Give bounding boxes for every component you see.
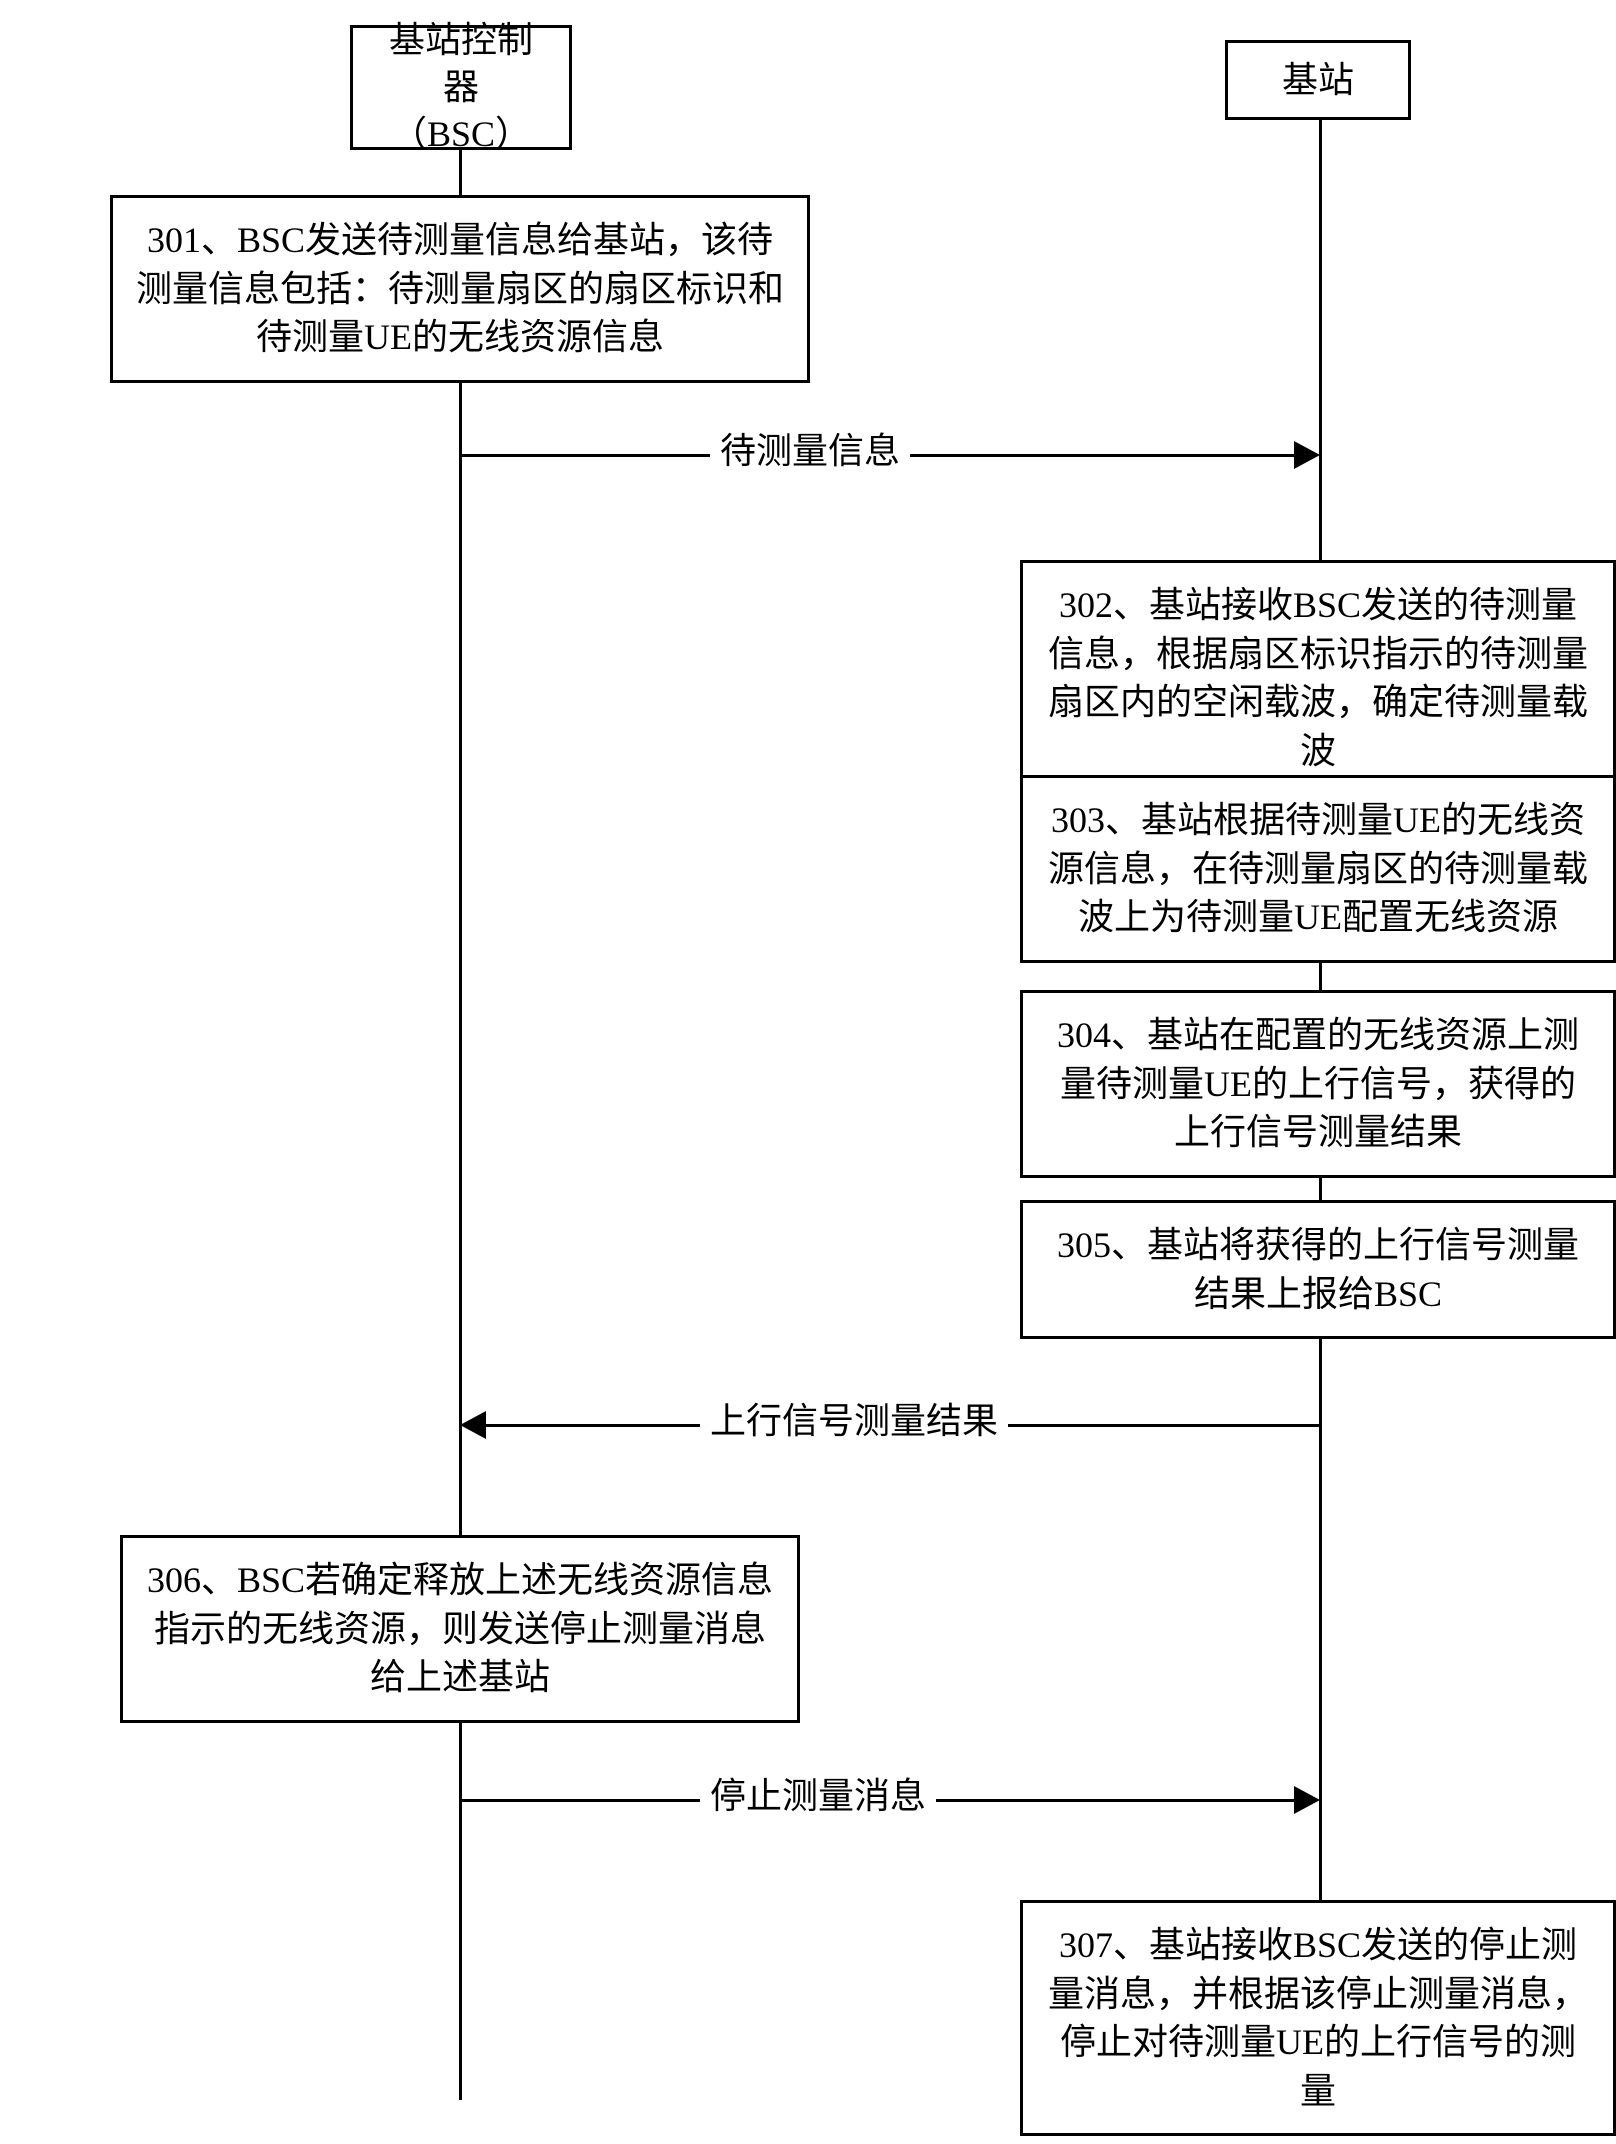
arrow-1-head	[1294, 441, 1320, 469]
step-306: 306、BSC若确定释放上述无线资源信息指示的无线资源，则发送停止测量消息给上述…	[120, 1535, 800, 1723]
step-303: 303、基站根据待测量UE的无线资源信息，在待测量扇区的待测量载波上为待测量UE…	[1020, 775, 1616, 963]
actor-bsc-label: 基站控制器（BSC）	[373, 17, 549, 157]
actor-bsc: 基站控制器（BSC）	[350, 25, 572, 150]
step-306-text: 306、BSC若确定释放上述无线资源信息指示的无线资源，则发送停止测量消息给上述…	[145, 1556, 775, 1702]
step-302: 302、基站接收BSC发送的待测量信息，根据扇区标识指示的待测量扇区内的空闲载波…	[1020, 560, 1616, 796]
step-301-text: 301、BSC发送待测量信息给基站，该待测量信息包括：待测量扇区的扇区标识和待测…	[135, 216, 785, 362]
arrow-3-label: 停止测量消息	[700, 1777, 936, 1817]
arrow-3-head	[1294, 1786, 1320, 1814]
actor-bts-label: 基站	[1282, 57, 1354, 104]
actor-bts: 基站	[1225, 40, 1411, 120]
step-307: 307、基站接收BSC发送的停止测量消息，并根据该停止测量消息，停止对待测量UE…	[1020, 1900, 1616, 2136]
step-305: 305、基站将获得的上行信号测量结果上报给BSC	[1020, 1200, 1616, 1339]
step-301: 301、BSC发送待测量信息给基站，该待测量信息包括：待测量扇区的扇区标识和待测…	[110, 195, 810, 383]
arrow-1-label: 待测量信息	[710, 432, 910, 472]
step-305-text: 305、基站将获得的上行信号测量结果上报给BSC	[1045, 1221, 1591, 1318]
arrow-2-label: 上行信号测量结果	[700, 1402, 1008, 1442]
step-307-text: 307、基站接收BSC发送的停止测量消息，并根据该停止测量消息，停止对待测量UE…	[1045, 1921, 1591, 2115]
step-303-text: 303、基站根据待测量UE的无线资源信息，在待测量扇区的待测量载波上为待测量UE…	[1045, 796, 1591, 942]
step-302-text: 302、基站接收BSC发送的待测量信息，根据扇区标识指示的待测量扇区内的空闲载波…	[1045, 581, 1591, 775]
arrow-2-head	[460, 1411, 486, 1439]
lifeline-bsc	[459, 150, 462, 2100]
step-304: 304、基站在配置的无线资源上测量待测量UE的上行信号，获得的上行信号测量结果	[1020, 990, 1616, 1178]
step-304-text: 304、基站在配置的无线资源上测量待测量UE的上行信号，获得的上行信号测量结果	[1045, 1011, 1591, 1157]
